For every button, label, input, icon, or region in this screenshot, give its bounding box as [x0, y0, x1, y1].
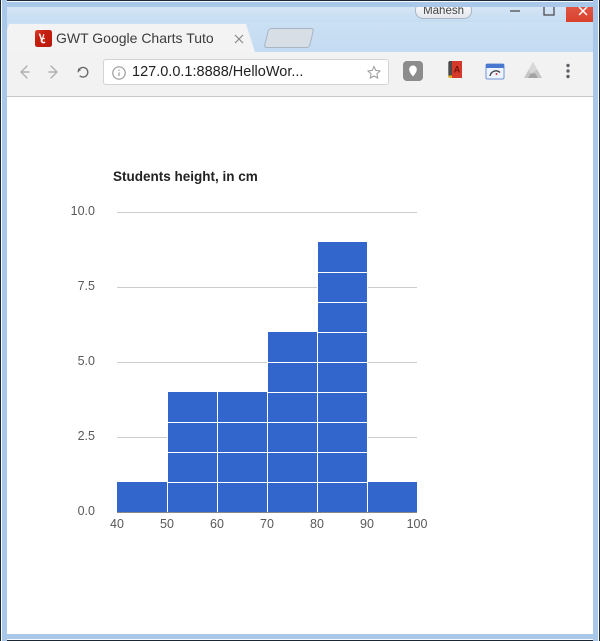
svg-text:A: A [454, 65, 461, 75]
